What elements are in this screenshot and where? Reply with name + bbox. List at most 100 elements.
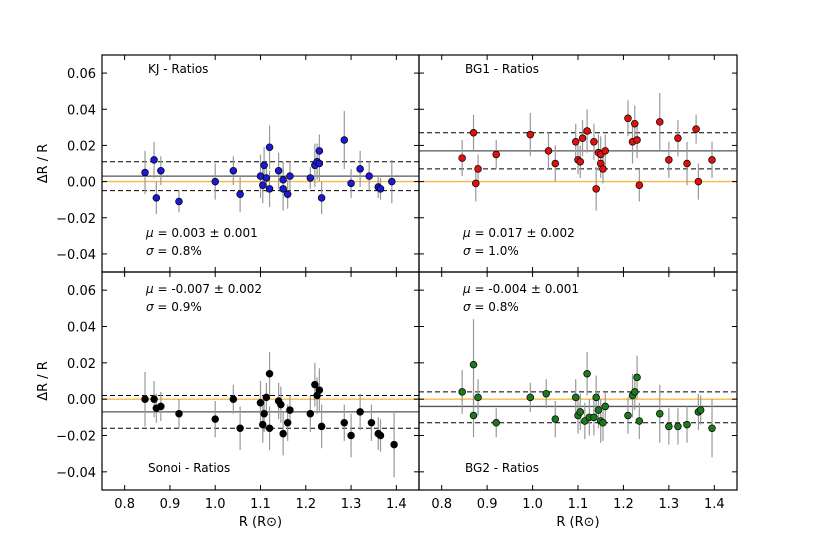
data-point [262,174,271,182]
mu-stat: μ = 0.017 ± 0.002 [462,226,575,240]
data-point [683,420,691,429]
data-point [592,393,600,402]
data-point [175,197,183,206]
data-point [315,159,324,168]
axes-layer: 0.06 0.04 0.02 0.00 −0.02 −0.04 ΔR / R 0.06 0.04… [36,67,725,530]
data-point [340,136,349,144]
data-point [260,161,268,170]
data-point [599,165,607,173]
data-point [315,147,324,155]
panel-title: BG1 - Ratios [465,62,539,76]
x-tick-label: 0.8 [114,497,135,512]
data-point [141,168,149,177]
data-point [544,147,553,155]
data-point [590,413,598,422]
y-tick-label: 0.02 [67,357,96,372]
data-point [365,172,373,180]
data-point [542,389,550,398]
panel-2: Sonoi - Ratios μ = -0.007 ± 0.002 σ = 0.9% [101,271,420,491]
data-point [265,185,274,193]
data-point [259,420,267,429]
data-point [265,369,274,378]
data-point [256,399,265,407]
data-point [211,415,219,423]
data-point [376,431,385,440]
data-point [388,177,396,186]
data-point [492,150,500,159]
data-point [583,369,591,378]
x-tick-label: 0.9 [477,497,498,512]
data-point [279,176,287,184]
data-point [458,154,466,162]
data-point [624,114,632,123]
data-point [356,408,364,416]
panel-title: KJ - Ratios [148,62,208,76]
y-tick-label: 0.06 [67,67,96,82]
data-point [157,402,165,411]
y-tick-label: −0.02 [56,430,96,445]
data-point [286,406,294,414]
data-point [599,419,607,427]
x-tick-label: 1.0 [205,497,226,512]
data-point [259,181,267,189]
data-point [236,424,244,432]
data-point [656,409,664,418]
data-point [526,130,535,139]
data-point [633,136,641,144]
data-point [279,185,287,193]
data-point [283,419,292,427]
data-point [376,185,385,193]
data-point [656,118,664,126]
data-point [311,380,319,389]
data-point [474,393,482,402]
y-tick-label: −0.04 [56,248,96,263]
x-axis-label: R (R⊙) [239,515,282,530]
data-point [317,194,326,202]
data-point [683,159,691,168]
data-point [150,395,158,403]
data-point [229,166,238,175]
data-point [631,388,639,396]
data-point [526,393,535,402]
data-point [152,194,161,202]
data-point [236,190,244,198]
data-point [601,147,610,155]
panel-title: BG2 - Ratios [465,461,539,475]
data-point [469,411,478,420]
data-point [583,127,591,135]
data-point [340,419,349,427]
data-point [157,166,165,175]
data-point [665,156,673,164]
data-point [674,134,682,142]
y-axis-label: ΔR / R [36,361,51,401]
data-point [469,360,478,369]
y-tick-label: 0.04 [67,103,96,118]
panels-layer: KJ - Ratios μ = 0.003 ± 0.001 σ = 0.8% BG1 … [101,54,738,491]
data-point [571,393,580,402]
data-point [624,411,632,420]
data-point [211,177,219,186]
x-tick-label: 0.8 [431,497,452,512]
data-point [317,422,326,431]
data-point [576,408,585,416]
data-point [601,402,610,411]
x-tick-label: 1.2 [613,497,634,512]
y-axis-label: ΔR / R [36,144,51,184]
y-tick-label: 0.04 [67,321,96,336]
data-point [635,181,644,189]
x-tick-label: 1.1 [568,497,589,512]
data-point [674,422,682,431]
data-point [283,190,292,198]
sigma-stat: σ = 0.8% [146,244,202,258]
data-point [390,440,398,449]
data-point [592,185,600,193]
data-point [633,373,641,382]
data-point [286,172,294,180]
data-point [458,388,466,396]
y-tick-label: −0.02 [56,212,96,227]
data-point [315,386,324,394]
y-tick-label: 0.06 [67,284,96,299]
data-point [150,156,158,164]
mu-stat: μ = -0.004 ± 0.001 [462,282,579,296]
